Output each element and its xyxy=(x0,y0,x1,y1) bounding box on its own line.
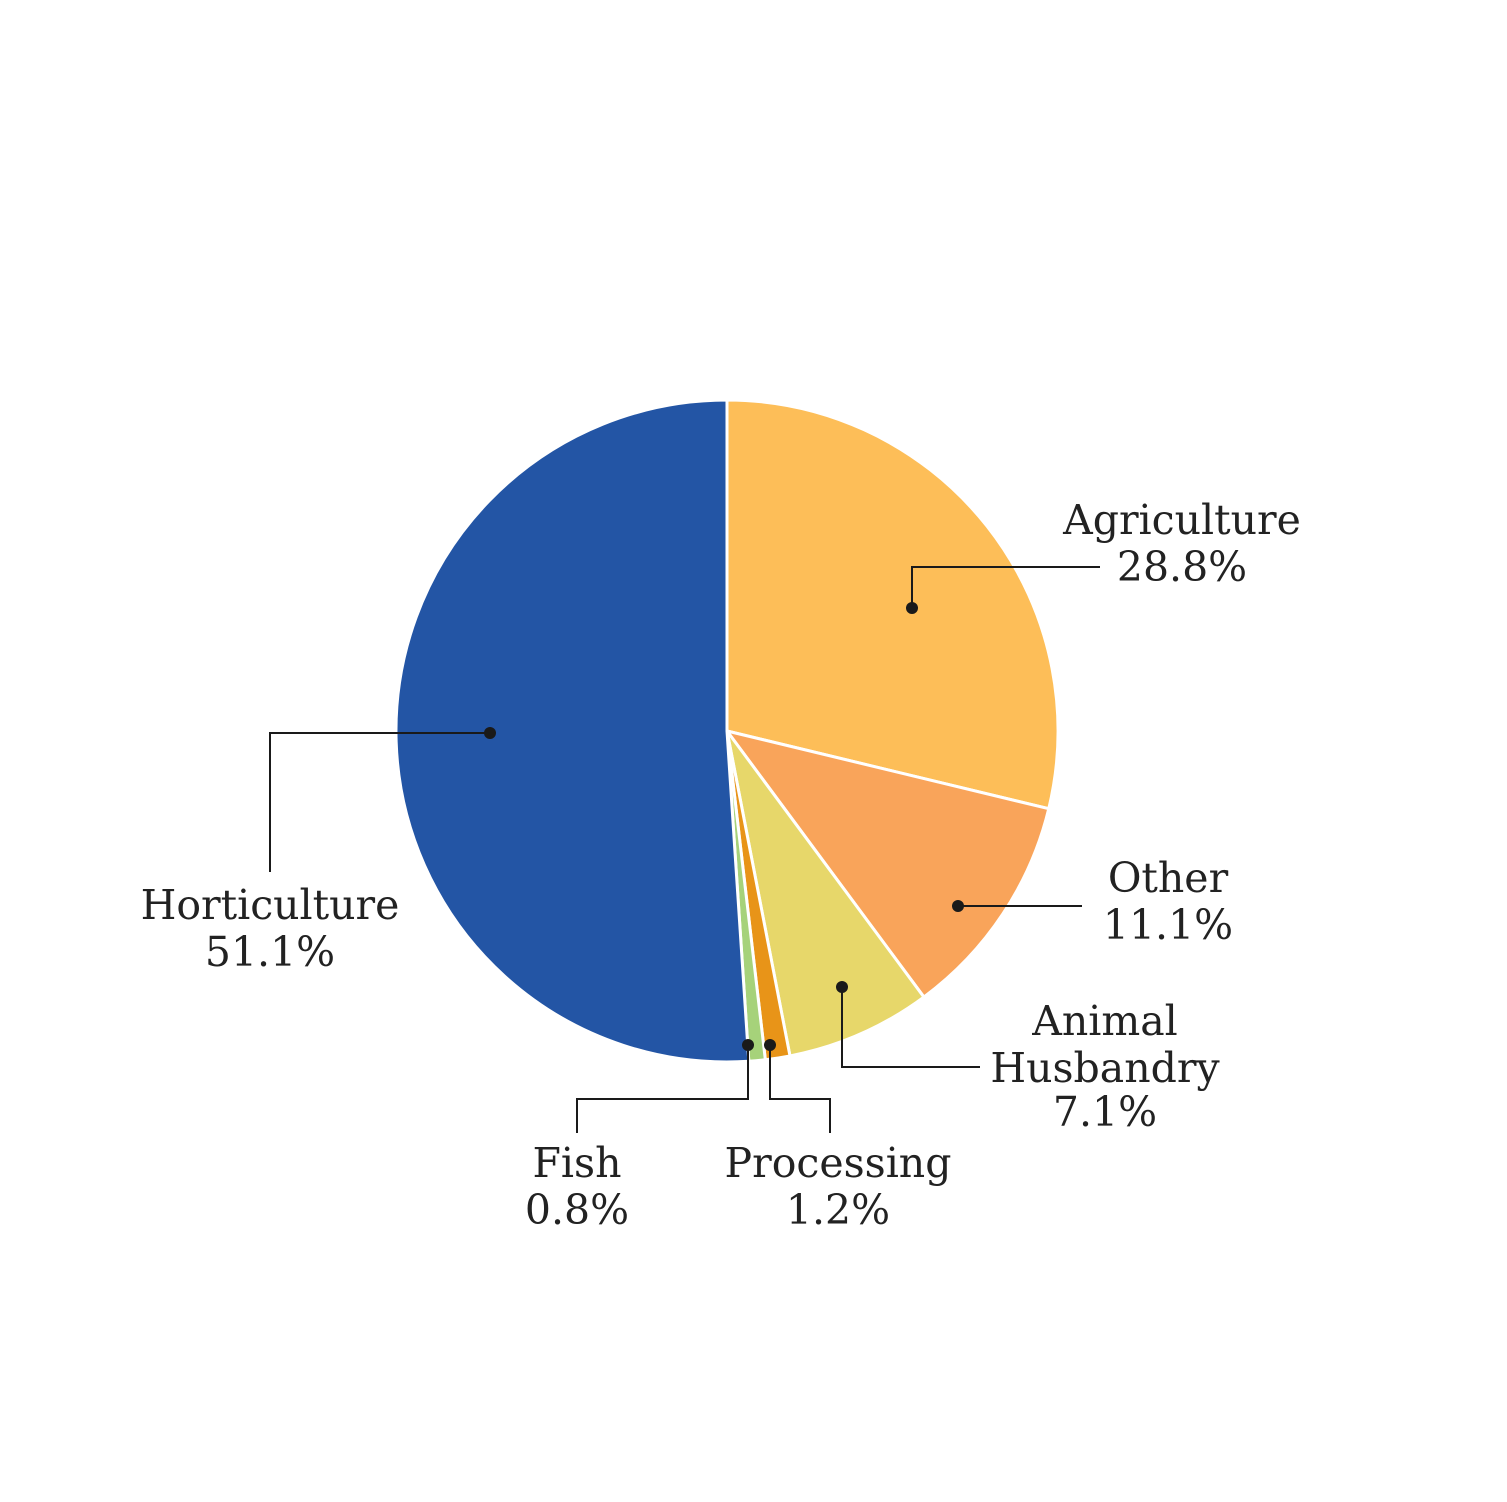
slice-agriculture xyxy=(725,398,1060,811)
leader-line-horticulture xyxy=(269,732,490,872)
leader-dot-agriculture xyxy=(906,602,918,614)
label-animal-husbandry-name-line: Husbandry xyxy=(990,1044,1220,1092)
label-processing-name: Processing xyxy=(725,1139,952,1187)
leader-line-processing xyxy=(769,1045,831,1133)
slice-other xyxy=(725,729,1051,999)
label-processing-value: 1.2% xyxy=(786,1186,890,1234)
leader-line-agriculture xyxy=(911,566,1100,608)
leader-dot-fish xyxy=(742,1039,754,1051)
leader-dot-processing xyxy=(764,1039,776,1051)
label-horticulture-value: 51.1% xyxy=(205,928,335,976)
leader-line-fish xyxy=(576,1045,749,1133)
label-animal-husbandry-name-line: Animal xyxy=(1031,997,1178,1045)
label-other-value: 11.1% xyxy=(1103,901,1233,949)
label-agriculture-value: 28.8% xyxy=(1117,543,1247,591)
leader-dot-horticulture xyxy=(484,727,496,739)
leader-lines xyxy=(269,566,1100,1133)
slice-animal-husbandry xyxy=(725,729,926,1058)
label-fish-name: Fish xyxy=(532,1139,621,1187)
slice-horticulture xyxy=(394,398,751,1064)
label-animal-husbandry-name: Animal Husbandry xyxy=(990,997,1220,1092)
label-animal-husbandry-value: 7.1% xyxy=(1053,1088,1157,1136)
label-other-name: Other xyxy=(1108,854,1229,902)
pie-slices xyxy=(394,398,1060,1064)
leader-dot-animal-husbandry xyxy=(836,981,848,993)
label-fish-value: 0.8% xyxy=(525,1186,629,1234)
label-horticulture-name: Horticulture xyxy=(141,881,400,929)
leader-line-animal-husbandry xyxy=(841,987,980,1068)
leader-dot-other xyxy=(952,900,964,912)
label-agriculture-name: Agriculture xyxy=(1062,496,1301,544)
